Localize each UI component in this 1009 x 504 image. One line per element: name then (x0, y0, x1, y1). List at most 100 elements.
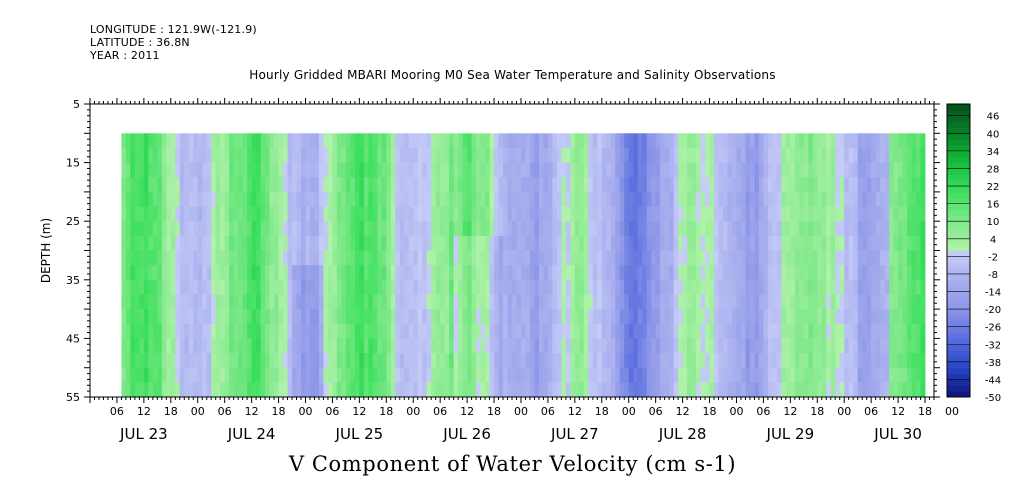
heatmap-cell (862, 221, 868, 237)
heatmap-cell (862, 323, 868, 339)
heatmap-cell (130, 250, 136, 266)
colorbar-swatch (947, 385, 970, 392)
heatmap-cell (911, 191, 917, 207)
heatmap-cell (812, 133, 818, 149)
heatmap-cell (260, 279, 266, 295)
heatmap-cell (866, 206, 872, 222)
heatmap-cell (525, 279, 531, 295)
heatmap-cell (615, 279, 621, 295)
heatmap-cell (853, 279, 859, 295)
heatmap-cell (233, 353, 239, 369)
colorbar-swatch (947, 191, 970, 199)
colorbar-swatch (947, 203, 970, 210)
heatmap-cell (408, 323, 414, 339)
heatmap-cell (543, 382, 549, 398)
heatmap-cell (803, 309, 809, 325)
heatmap-cell (462, 162, 468, 178)
heatmap-cell (529, 265, 535, 281)
heatmap-cell (758, 309, 764, 325)
heatmap-cell (404, 338, 410, 354)
heatmap-cell (152, 353, 158, 369)
heatmap-cell (588, 221, 594, 237)
heatmap-cell (170, 382, 176, 398)
heatmap-cell (547, 147, 553, 163)
heatmap-cell (736, 323, 742, 339)
heatmap-cell (696, 133, 701, 149)
heatmap-cell (669, 206, 675, 222)
heatmap-cell (242, 265, 248, 281)
heatmap-cell (238, 338, 244, 354)
heatmap-cell (476, 382, 481, 398)
heatmap-cell (525, 367, 531, 383)
heatmap-cell (534, 294, 540, 310)
heatmap-cell (130, 133, 136, 149)
heatmap-cell (224, 367, 230, 383)
heatmap-cell (363, 353, 369, 369)
heatmap-cell (628, 147, 634, 163)
heatmap-cell (714, 294, 719, 310)
heatmap-cell (494, 323, 499, 339)
heatmap-cell (148, 221, 154, 237)
heatmap-cell (404, 147, 410, 163)
heatmap-cell (359, 147, 365, 163)
heatmap-cell (179, 221, 185, 237)
heatmap-cell (193, 162, 199, 178)
heatmap-cell (794, 177, 800, 193)
latitude-label: LATITUDE : 36.8N (90, 36, 190, 49)
heatmap-cell (220, 162, 226, 178)
colorbar-swatch (947, 361, 970, 369)
heatmap-cell (601, 250, 607, 266)
heatmap-cell (525, 221, 531, 237)
heatmap-cell (170, 323, 176, 339)
heatmap-cell (494, 294, 499, 310)
heatmap-cell (215, 323, 221, 339)
heatmap-cell (435, 133, 441, 149)
heatmap-cell (327, 162, 333, 178)
heatmap-cell (794, 309, 800, 325)
heatmap-cell (597, 147, 603, 163)
heatmap-cell (121, 162, 127, 178)
heatmap-cell (278, 206, 284, 222)
heatmap-cell (920, 323, 926, 339)
heatmap-cell (211, 162, 217, 178)
heatmap-cell (749, 353, 755, 369)
heatmap-cell (691, 309, 697, 325)
heatmap-cell (772, 147, 778, 163)
heatmap-cell (215, 235, 221, 251)
heatmap-cell (857, 309, 863, 325)
heatmap-cell (408, 191, 414, 207)
heatmap-cell (884, 250, 890, 266)
heatmap-cell (318, 367, 324, 383)
heatmap-cell (646, 279, 652, 295)
heatmap-cell (763, 367, 769, 383)
heatmap-cell (857, 338, 863, 354)
heatmap-cell (179, 133, 185, 149)
heatmap-cell (619, 323, 625, 339)
heatmap-cell (516, 367, 522, 383)
heatmap-cell (601, 191, 607, 207)
heatmap-cell (794, 353, 800, 369)
heatmap-cell (857, 147, 863, 163)
heatmap-cell (327, 206, 333, 222)
heatmap-cell (889, 353, 894, 369)
heatmap-cell (292, 338, 297, 354)
heatmap-cell (687, 221, 692, 237)
heatmap-cell (556, 250, 562, 266)
heatmap-cell (301, 235, 306, 251)
heatmap-cell (781, 265, 787, 281)
heatmap-cell (633, 279, 639, 295)
heatmap-cell (372, 235, 378, 251)
heatmap-cell (776, 279, 782, 295)
heatmap-cell (606, 323, 612, 339)
heatmap-cell (655, 279, 661, 295)
heatmap-cell (296, 162, 302, 178)
heatmap-cell (871, 162, 877, 178)
heatmap-cell (749, 177, 755, 193)
heatmap-cell (422, 147, 428, 163)
heatmap-cell (655, 177, 661, 193)
heatmap-cell (588, 162, 594, 178)
heatmap-cell (467, 309, 472, 325)
heatmap-cell (269, 367, 275, 383)
heatmap-cell (749, 147, 755, 163)
heatmap-cell (166, 235, 172, 251)
